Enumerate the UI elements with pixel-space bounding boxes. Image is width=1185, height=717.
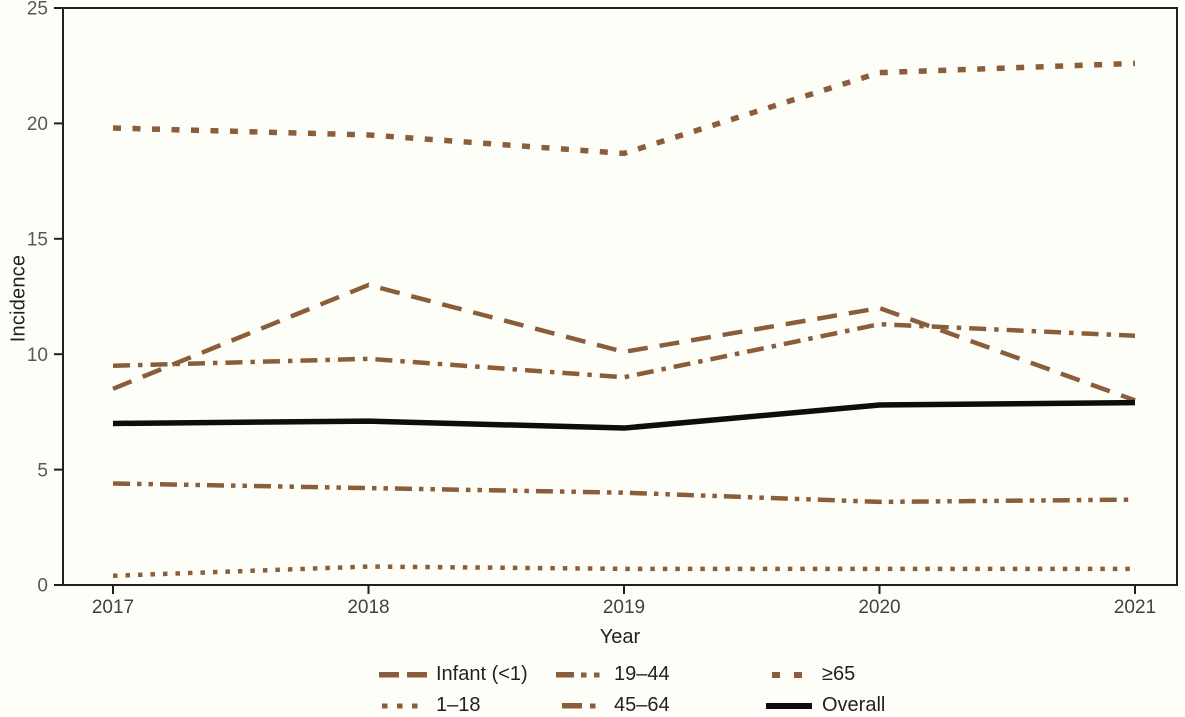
square-dot-line-icon: [764, 671, 814, 679]
y-axis-tick-label: 25: [27, 0, 48, 20]
legend-label-overall: Overall: [822, 694, 886, 716]
dash-dot-line-icon: [556, 702, 606, 710]
legend-item-19-44: 19–44: [556, 663, 764, 686]
y-axis-tick-label: 10: [27, 345, 48, 366]
legend-item-45-64: 45–64: [556, 694, 764, 717]
series-line-5: [112, 399, 1136, 431]
plot-box: [62, 7, 1178, 586]
y-axis-tick-label: 5: [37, 460, 48, 481]
x-axis-tick-label: 2019: [603, 597, 645, 618]
x-axis-tick-label: 2017: [92, 597, 134, 618]
long-dash-line-icon: [378, 671, 428, 679]
legend-label-45-64: 45–64: [614, 694, 670, 716]
y-axis-tick-label: 15: [27, 229, 48, 250]
legend-item-65plus: ≥65: [764, 663, 885, 686]
series-line-4: [112, 60, 1136, 157]
series-line-3: [112, 321, 1136, 380]
series-line-1: [112, 564, 1135, 579]
x-axis-tick-label: 2018: [347, 597, 389, 618]
x-axis-title: Year: [599, 626, 641, 648]
series-line-2: [112, 481, 1136, 505]
legend-item-overall: Overall: [764, 694, 885, 717]
legend-label-65plus: ≥65: [822, 663, 856, 685]
legend-item-1-18: 1–18: [378, 694, 556, 717]
dash-dot-dot-line-icon: [556, 671, 606, 679]
chart-legend: Infant (<1) 1–18 19–44 45–64 ≥65: [378, 659, 885, 717]
series-line-0: [112, 282, 1136, 403]
x-axis-tick-label: 2020: [858, 597, 900, 618]
y-axis-tick-label: 20: [27, 114, 48, 135]
legend-label-infant: Infant (<1): [436, 663, 528, 685]
dotted-line-icon: [378, 702, 428, 710]
solid-line-icon: [764, 702, 814, 710]
y-axis-title: Incidence: [7, 254, 30, 343]
legend-item-infant: Infant (<1): [378, 663, 556, 686]
y-axis-tick-label: 0: [37, 576, 48, 597]
legend-label-19-44: 19–44: [614, 663, 670, 685]
x-axis-tick-label: 2021: [1114, 597, 1156, 618]
legend-label-1-18: 1–18: [436, 694, 481, 716]
